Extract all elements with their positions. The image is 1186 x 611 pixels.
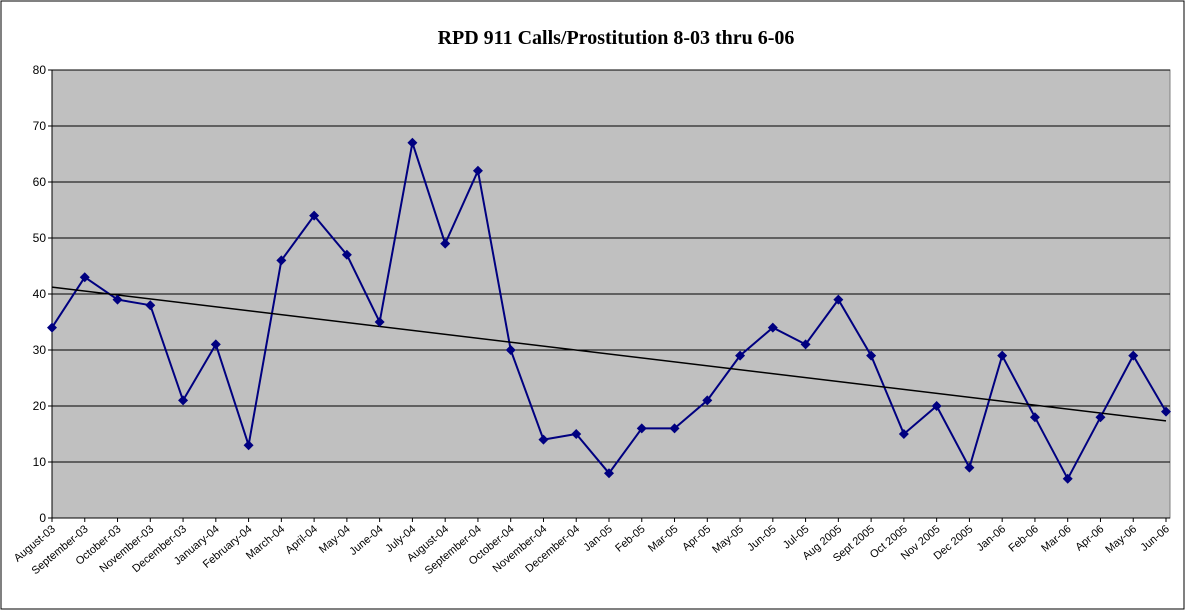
marker [767,322,778,333]
y-tick-label: 30 [33,343,47,357]
y-tick-label: 10 [33,455,47,469]
marker [1128,350,1139,361]
y-tick-label: 80 [33,63,47,77]
marker [702,395,713,406]
marker [1029,412,1040,423]
marker [964,462,975,473]
marker [997,350,1008,361]
marker [79,272,90,283]
marker [571,429,582,439]
chart-title: RPD 911 Calls/Prostitution 8-03 thru 6-0… [438,27,795,49]
marker [505,345,516,355]
marker [309,210,320,221]
marker [800,339,811,350]
marker [210,339,221,350]
marker [931,401,942,411]
marker [407,137,418,148]
marker [243,440,254,451]
marker [636,423,647,434]
marker [1161,406,1171,417]
y-tick-label: 40 [33,287,47,301]
marker [833,294,844,305]
marker [538,434,549,445]
marker [145,300,156,311]
marker [1062,473,1073,484]
marker [440,238,451,249]
marker [604,468,614,479]
y-tick-label: 20 [33,399,47,413]
marker [669,423,680,434]
marker [1095,412,1106,423]
marker [735,350,746,361]
marker [112,294,123,305]
marker [47,322,57,333]
marker [276,255,287,266]
y-tick-label: 70 [33,119,47,133]
marker [341,249,352,260]
y-tick-label: 0 [39,511,46,525]
marker [866,350,877,361]
marker [472,165,483,176]
trendline [51,286,1167,422]
marker [898,429,909,439]
y-tick-label: 50 [33,231,47,245]
marker [374,317,385,327]
marker [178,395,189,406]
y-tick-label: 60 [33,175,47,189]
